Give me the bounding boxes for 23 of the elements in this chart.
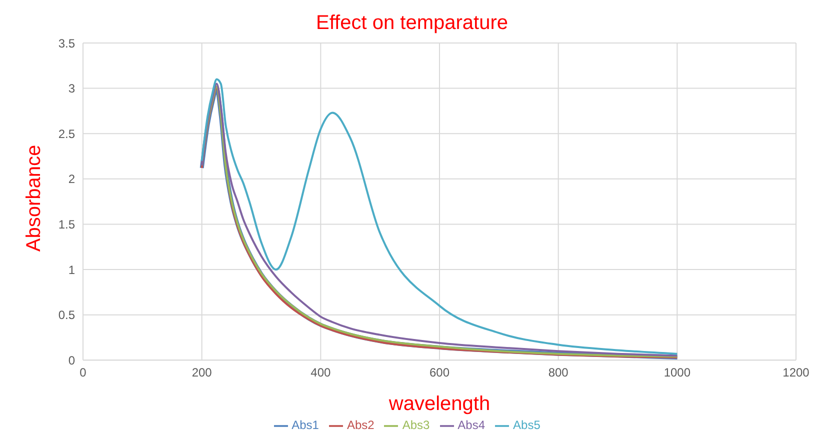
y-tick-label: 3.5	[58, 36, 76, 50]
y-axis-title: Absorbance	[23, 144, 46, 252]
y-tick-label: 2	[68, 172, 76, 186]
y-tick-label: 3	[68, 82, 76, 96]
x-tick-label: 800	[548, 366, 569, 380]
y-tick-label: 0.5	[58, 308, 76, 322]
y-tick-label: 2.5	[58, 126, 76, 141]
chart-title: Effect on temparature	[315, 11, 509, 36]
y-tick-label: 1	[68, 262, 76, 277]
y-tick-label: 1.5	[58, 218, 76, 232]
x-axis-title: wavelength	[388, 393, 490, 416]
x-tick-label: 400	[310, 366, 331, 380]
x-tick-label: 1000	[664, 366, 691, 380]
legend-label: Abs2	[346, 418, 374, 432]
legend-label: Abs1	[292, 418, 319, 432]
x-tick-label: 0	[80, 366, 87, 380]
y-tick-label: 0	[68, 353, 76, 368]
x-tick-label: 1200	[782, 366, 810, 380]
x-tick-label: 600	[429, 366, 450, 380]
legend-label: Abs4	[458, 418, 486, 432]
x-tick-label: 200	[192, 366, 212, 380]
legend-label: Abs3	[402, 418, 430, 432]
legend-label: Abs5	[513, 418, 540, 432]
